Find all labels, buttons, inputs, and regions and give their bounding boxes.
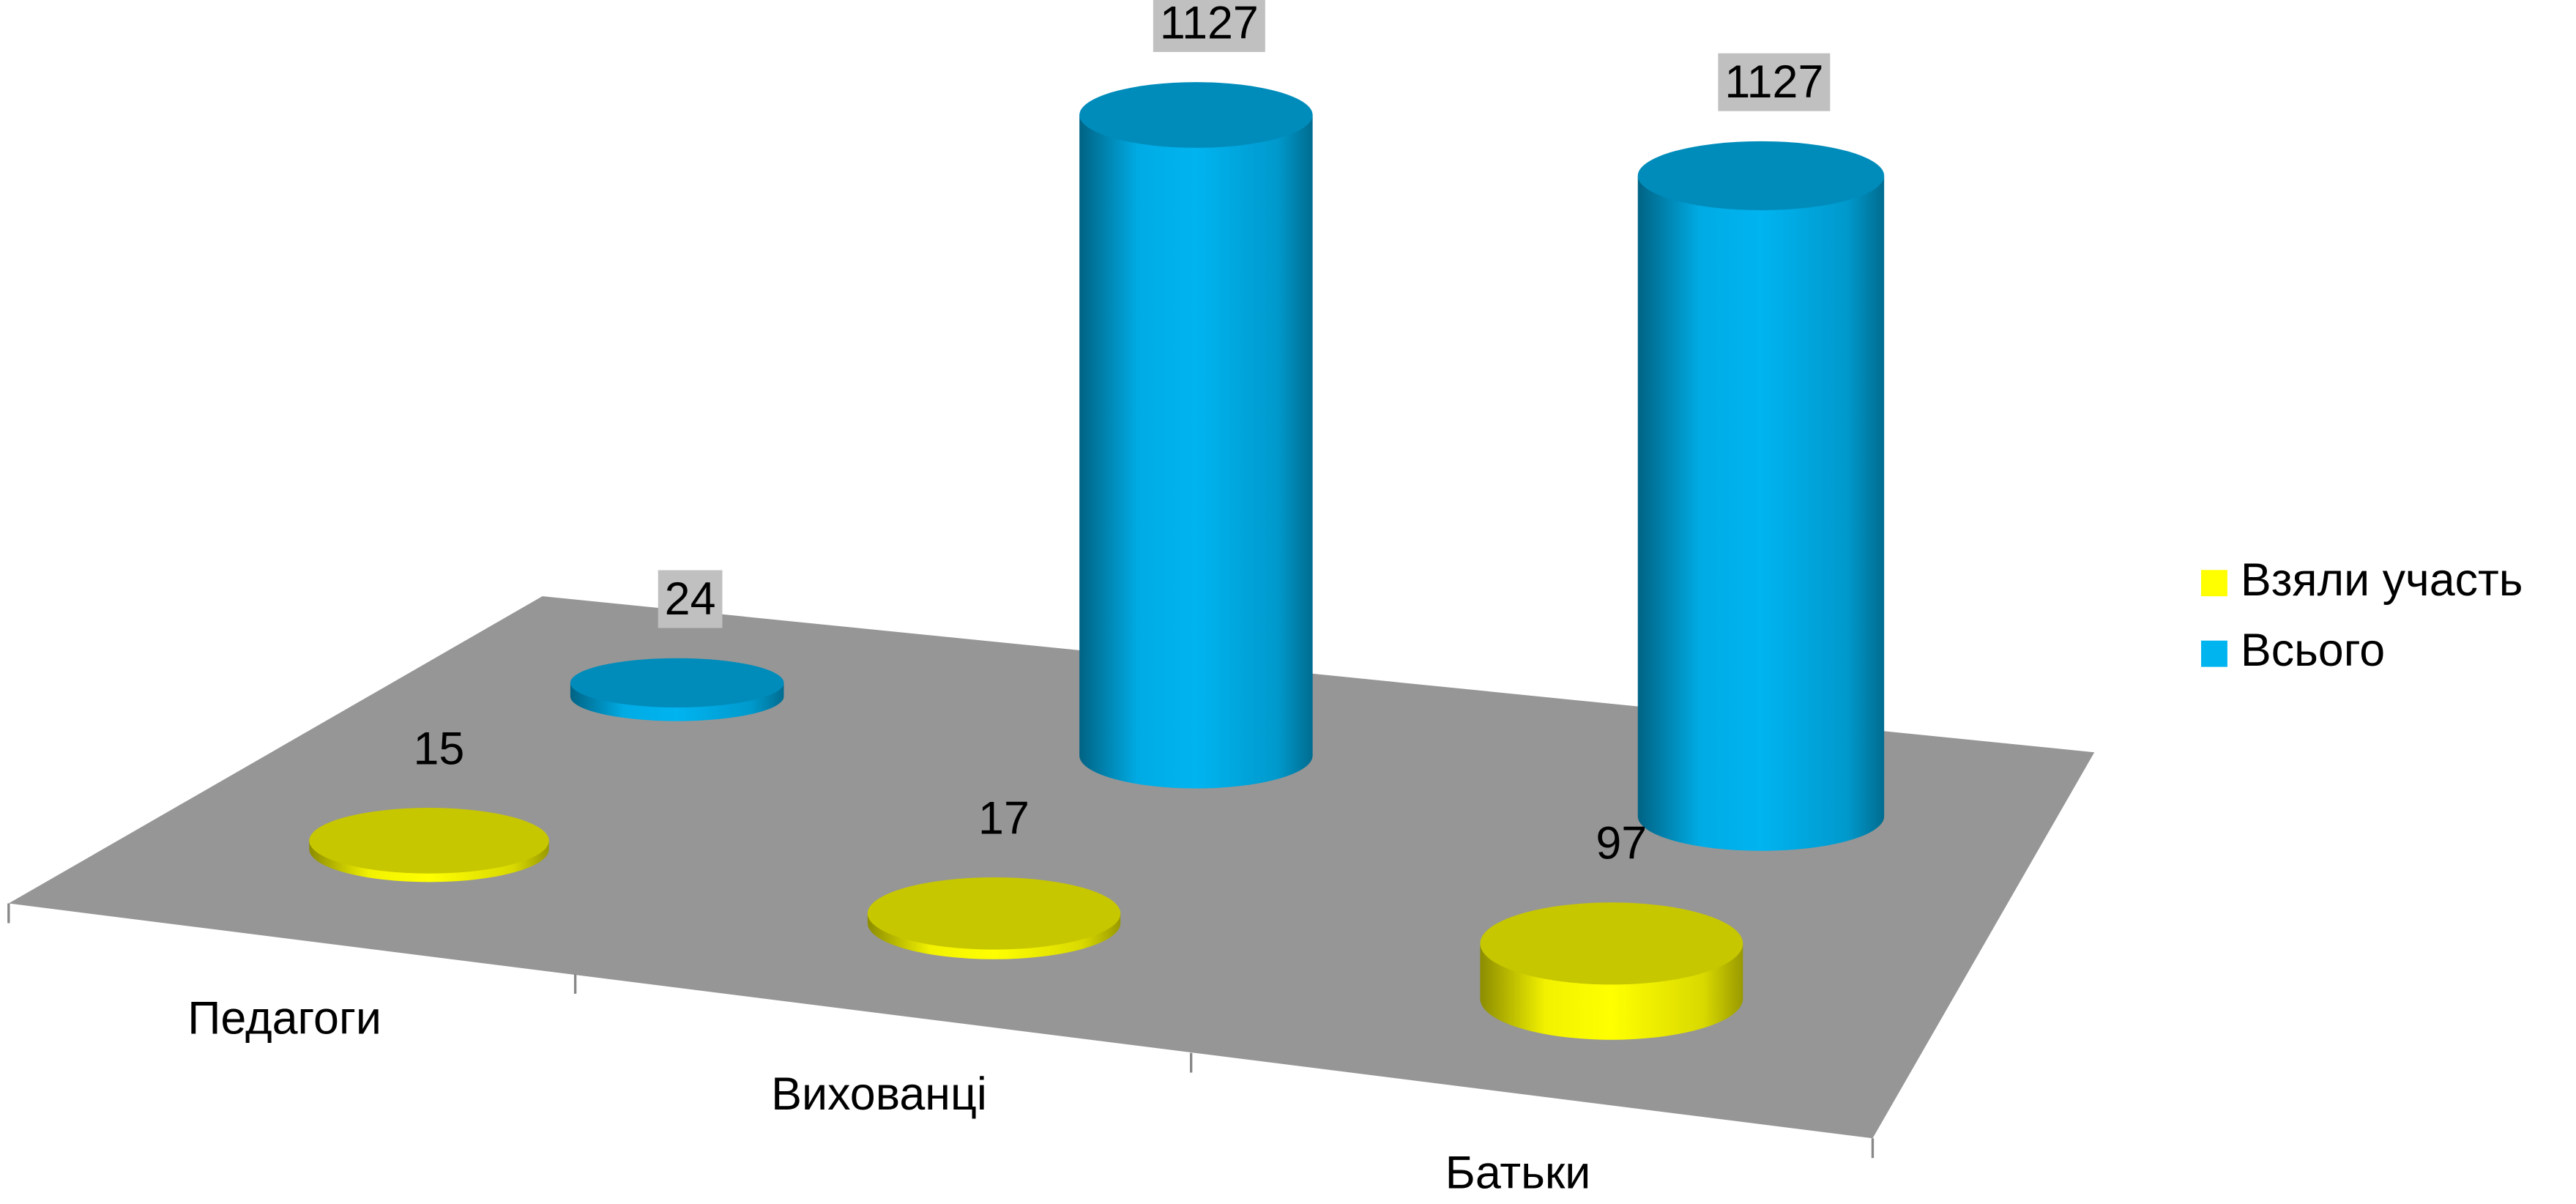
x-tick-label: Батьки	[1445, 1147, 1591, 1198]
value-label: 17	[978, 792, 1030, 844]
legend-swatch	[2201, 640, 2227, 667]
cylinder	[1637, 175, 1885, 851]
x-tick-label: Вихованці	[771, 1069, 987, 1120]
value-label: 1127	[1724, 56, 1823, 108]
legend-swatch	[2201, 570, 2227, 597]
value-label: 15	[414, 723, 465, 774]
category-ticks	[7, 903, 1875, 1159]
cylinder-top	[1480, 902, 1743, 985]
value-label-bg	[1718, 53, 1831, 111]
cylinder-top	[867, 877, 1121, 950]
cylinder-top	[309, 808, 549, 874]
legend-label: Всього	[2241, 625, 2385, 676]
cylinder-top	[1637, 141, 1885, 211]
x-tick-label: Педагоги	[187, 993, 381, 1044]
value-label-bg	[1153, 0, 1265, 52]
value-label-bg	[658, 570, 723, 628]
legend-label: Взяли участь	[2241, 554, 2523, 606]
cylinder-top	[1079, 82, 1313, 148]
cylinder-top	[570, 658, 784, 707]
cylinder	[1079, 114, 1313, 789]
value-label: 24	[665, 573, 716, 625]
value-label: 97	[1596, 818, 1647, 869]
value-label: 1127	[1160, 0, 1259, 48]
